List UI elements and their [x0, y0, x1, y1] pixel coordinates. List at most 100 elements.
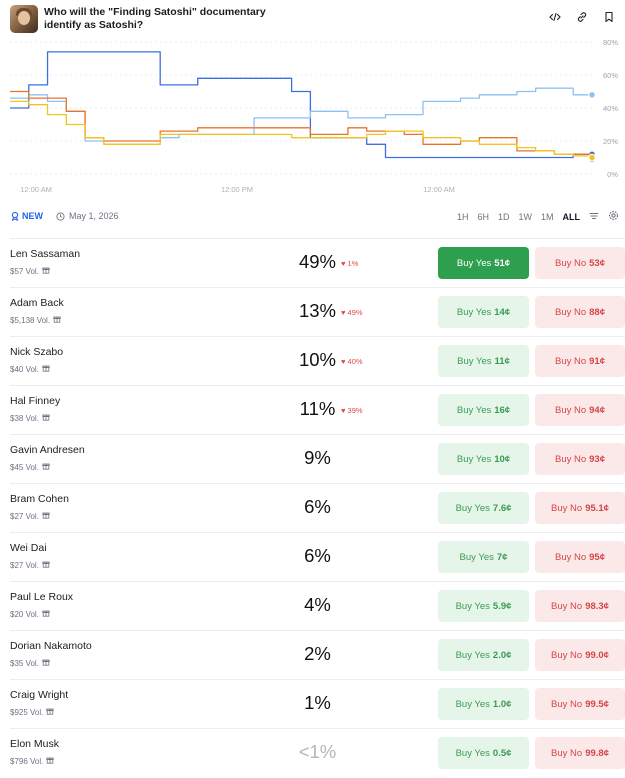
gift-icon: [42, 560, 50, 570]
outcome-name: Nick Szabo: [10, 346, 64, 358]
buy-no-price: 91¢: [589, 355, 605, 367]
buy-no-button[interactable]: Buy No 88¢: [535, 296, 625, 328]
volume-label: $40 Vol.: [10, 364, 39, 374]
outcome-row[interactable]: Bram Cohen $27 Vol. 6% Buy Yes 7.6¢ Buy No 95.…: [10, 483, 625, 532]
buy-yes-label: Buy Yes: [457, 355, 492, 367]
volume-label: $27 Vol.: [10, 511, 39, 521]
outcome-name: Dorian Nakamoto: [10, 640, 92, 652]
outcome-row[interactable]: Dorian Nakamoto $35 Vol. 2% Buy Yes 2.0¢ Buy …: [10, 630, 625, 679]
buy-no-button[interactable]: Buy No 93¢: [535, 443, 625, 475]
outcome-row[interactable]: Elon Musk $796 Vol. <1% Buy Yes 0.5¢ Buy No 99…: [10, 728, 625, 777]
buy-yes-button[interactable]: Buy Yes 0.5¢: [438, 737, 529, 769]
buy-no-button[interactable]: Buy No 91¢: [535, 345, 625, 377]
buy-yes-button[interactable]: Buy Yes 14¢: [438, 296, 529, 328]
buy-yes-button[interactable]: Buy Yes 7¢: [438, 541, 529, 573]
y-tick-label: 0%: [607, 170, 618, 179]
outcome-probability: 1%: [304, 692, 331, 713]
gift-icon: [42, 658, 50, 668]
buy-no-price: 95¢: [589, 551, 605, 563]
buy-no-button[interactable]: Buy No 99.8¢: [535, 737, 625, 769]
buy-no-label: Buy No: [554, 257, 587, 269]
probability-change: ♥ 39%: [341, 406, 363, 415]
buy-no-button[interactable]: Buy No 98.3¢: [535, 590, 625, 622]
end-date: May 1, 2026: [56, 211, 119, 221]
outcome-row[interactable]: Hal Finney $38 Vol. 11% ♥ 39% Buy Yes 16¢ Buy …: [10, 385, 625, 434]
buy-no-button[interactable]: Buy No 99.0¢: [535, 639, 625, 671]
change-value: 49%: [347, 308, 363, 317]
range-1h[interactable]: 1H: [456, 211, 469, 222]
buy-no-label: Buy No: [551, 649, 583, 661]
outcome-name: Hal Finney: [10, 395, 61, 407]
buy-yes-button[interactable]: Buy Yes 10¢: [438, 443, 529, 475]
outcome-probability: 11%: [299, 398, 336, 419]
buy-no-price: 95.1¢: [585, 502, 609, 514]
outcome-row[interactable]: Paul Le Roux $20 Vol. 4% Buy Yes 5.9¢ Buy No 9…: [10, 581, 625, 630]
series-line: [10, 100, 593, 158]
new-badge: NEW: [10, 211, 43, 221]
buy-yes-price: 10¢: [494, 453, 511, 465]
buy-no-button[interactable]: Buy No 53¢: [535, 247, 625, 279]
time-range-selector: 1H 6H 1D 1W 1M ALL: [457, 210, 619, 223]
buy-yes-button[interactable]: Buy Yes 11¢: [438, 345, 529, 377]
volume-label: $796 Vol.: [10, 756, 44, 766]
outcome-volume: $45 Vol.: [10, 462, 50, 472]
gift-icon: [42, 609, 50, 619]
outcome-row[interactable]: Len Sassaman $57 Vol. 49% ♥ 1% Buy Yes 51¢ Buy…: [10, 238, 625, 287]
outcome-row[interactable]: Wei Dai $27 Vol. 6% Buy Yes 7¢ Buy No 95¢: [10, 532, 625, 581]
outcome-probability: 6%: [304, 545, 331, 566]
buy-no-label: Buy No: [554, 404, 587, 416]
x-tick-label: 12:00 AM: [423, 185, 455, 194]
outcome-row[interactable]: Craig Wright $925 Vol. 1% Buy Yes 1.0¢ Buy No…: [10, 679, 625, 728]
outcome-volume: $20 Vol.: [10, 609, 50, 619]
filter-icon[interactable]: [589, 211, 599, 223]
outcome-name: Adam Back: [10, 297, 64, 309]
gift-icon: [46, 756, 54, 766]
probability-change: ♥ 40%: [341, 357, 363, 366]
buy-no-label: Buy No: [554, 306, 587, 318]
buy-no-label: Buy No: [551, 600, 583, 612]
outcome-name: Gavin Andresen: [10, 444, 85, 456]
buy-yes-button[interactable]: Buy Yes 5.9¢: [438, 590, 529, 622]
buy-no-price: 88¢: [589, 306, 605, 318]
buy-yes-button[interactable]: Buy Yes 51¢: [438, 247, 529, 279]
range-all[interactable]: ALL: [562, 211, 581, 222]
y-tick-label: 20%: [603, 137, 618, 146]
outcome-row[interactable]: Adam Back $5,138 Vol. 13% ♥ 49% Buy Yes 14¢ Bu…: [10, 287, 625, 336]
volume-label: $35 Vol.: [10, 658, 39, 668]
buy-no-price: 94¢: [589, 404, 605, 416]
buy-no-price: 98.3¢: [585, 600, 609, 612]
outcome-name: Elon Musk: [10, 738, 60, 750]
outcome-row[interactable]: Gavin Andresen $45 Vol. 9% Buy Yes 10¢ Buy No…: [10, 434, 625, 483]
buy-yes-button[interactable]: Buy Yes 2.0¢: [438, 639, 529, 671]
buy-no-button[interactable]: Buy No 99.5¢: [535, 688, 625, 720]
buy-no-label: Buy No: [554, 355, 587, 367]
buy-yes-button[interactable]: Buy Yes 1.0¢: [438, 688, 529, 720]
outcome-probability: 9%: [304, 447, 331, 468]
buy-yes-price: 2.0¢: [492, 649, 512, 661]
range-1d[interactable]: 1D: [497, 211, 510, 222]
y-tick-label: 40%: [603, 104, 618, 113]
buy-yes-button[interactable]: Buy Yes 7.6¢: [438, 492, 529, 524]
settings-icon[interactable]: [608, 210, 619, 223]
buy-no-price: 99.5¢: [585, 698, 609, 710]
buy-no-button[interactable]: Buy No 95.1¢: [535, 492, 625, 524]
down-arrow-icon: ♥: [341, 357, 346, 366]
range-6h[interactable]: 6H: [477, 211, 489, 222]
outcome-volume: $27 Vol.: [10, 511, 50, 521]
bookmark-icon[interactable]: [603, 10, 615, 23]
outcome-volume: $796 Vol.: [10, 756, 54, 766]
buy-yes-label: Buy Yes: [456, 404, 492, 416]
change-value: 40%: [347, 357, 363, 366]
range-1m[interactable]: 1M: [540, 211, 554, 222]
outcome-probability: 10%: [298, 349, 337, 370]
buy-yes-button[interactable]: Buy Yes 16¢: [438, 394, 529, 426]
x-tick-label: 12:00 PM: [221, 185, 253, 194]
buy-no-button[interactable]: Buy No 94¢: [535, 394, 625, 426]
outcome-volume: $40 Vol.: [10, 364, 50, 374]
outcome-row[interactable]: Nick Szabo $40 Vol. 10% ♥ 40% Buy Yes 11¢ Buy …: [10, 336, 625, 385]
link-icon[interactable]: [576, 10, 588, 22]
series-endpoint: [588, 153, 596, 162]
code-embed-icon[interactable]: [549, 10, 561, 22]
buy-no-button[interactable]: Buy No 95¢: [535, 541, 625, 573]
range-1w[interactable]: 1W: [518, 211, 532, 222]
